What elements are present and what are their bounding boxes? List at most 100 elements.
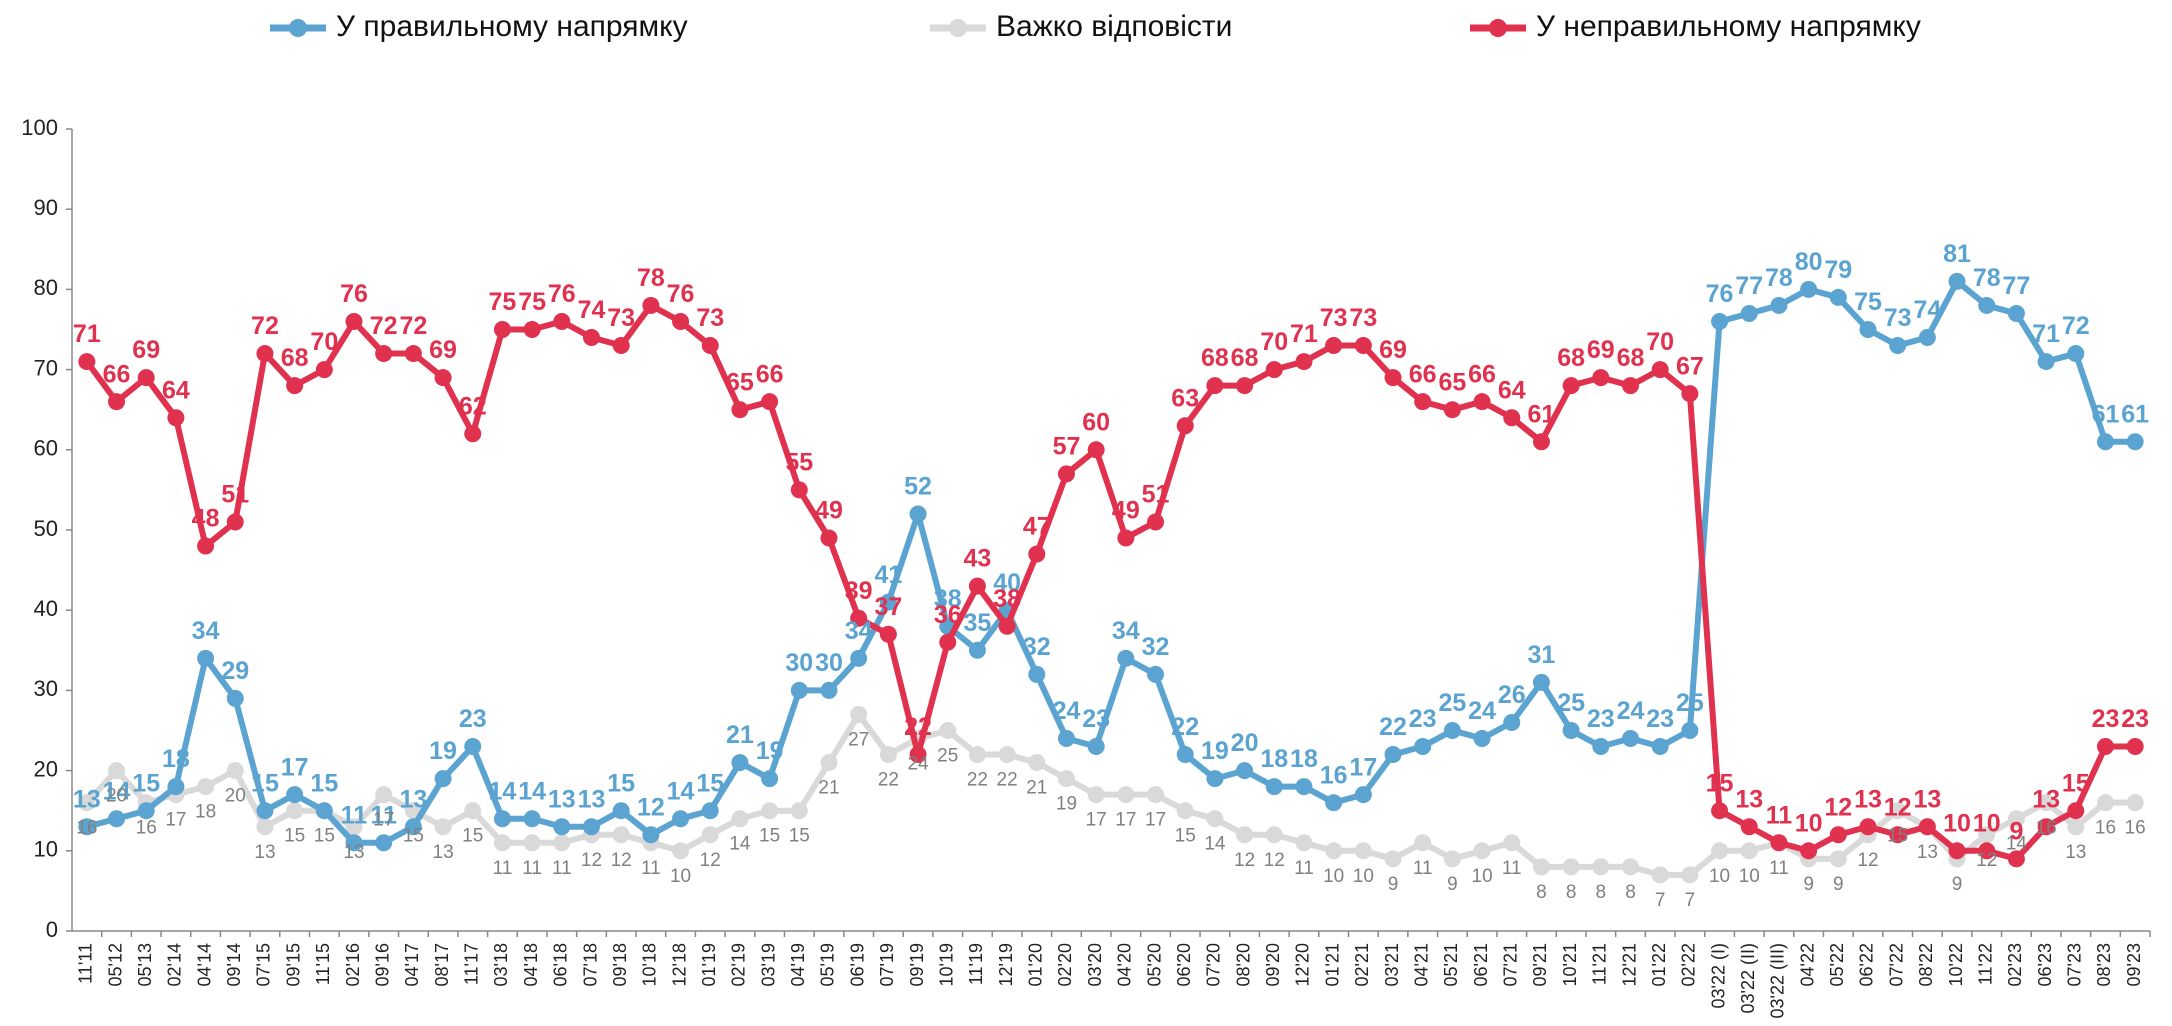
- data-label: 51: [221, 481, 249, 509]
- data-label: 12: [1857, 850, 1878, 871]
- data-point: [850, 705, 868, 723]
- data-label: 15: [1706, 769, 1734, 797]
- data-point: [1859, 321, 1877, 338]
- data-point: [820, 754, 838, 772]
- data-point: [2126, 433, 2144, 451]
- data-point: [642, 826, 660, 844]
- data-label: 12: [637, 793, 665, 821]
- data-label: 12: [1234, 850, 1255, 871]
- data-point: [761, 393, 779, 411]
- x-tick-label: 06'20: [1174, 943, 1194, 986]
- data-label: 34: [845, 617, 873, 645]
- data-label: 23: [1646, 705, 1674, 733]
- data-label: 11: [1502, 858, 1522, 879]
- data-label: 73: [1884, 304, 1912, 332]
- data-point: [1354, 842, 1372, 860]
- x-tick-label: 07'23: [2065, 943, 2085, 986]
- data-label: 31: [1528, 641, 1556, 669]
- legend-label: У неправильному напрямку: [1536, 10, 1921, 43]
- data-label: 73: [696, 304, 724, 332]
- data-label: 73: [1320, 304, 1348, 332]
- data-point: [286, 802, 304, 820]
- data-point: [2007, 810, 2025, 828]
- data-label: 69: [132, 336, 160, 364]
- data-label: 61: [2121, 400, 2149, 428]
- data-label: 12: [611, 850, 632, 871]
- x-tick-label: 09'16: [372, 943, 392, 986]
- x-tick-label: 03'19: [758, 943, 778, 986]
- data-point: [1295, 834, 1313, 852]
- data-label: 13: [1913, 785, 1941, 813]
- data-label: 15: [2062, 769, 2090, 797]
- data-point: [167, 409, 185, 427]
- data-point: [375, 834, 393, 852]
- data-label: 26: [1498, 681, 1526, 709]
- data-label: 16: [76, 818, 97, 839]
- data-point: [1740, 818, 1758, 836]
- x-tick-label: 07'21: [1501, 943, 1521, 986]
- data-point: [1325, 337, 1343, 355]
- data-point: [1829, 826, 1847, 844]
- data-point: [1562, 377, 1580, 395]
- data-label: 68: [1617, 344, 1645, 372]
- data-label: 38: [993, 585, 1021, 613]
- data-label: 11: [1294, 858, 1314, 879]
- data-point: [939, 633, 957, 651]
- data-label: 76: [1706, 280, 1734, 308]
- data-label: 81: [1943, 240, 1971, 268]
- data-label: 8: [1566, 882, 1577, 903]
- data-point: [1206, 377, 1224, 395]
- data-label: 13: [1735, 785, 1763, 813]
- data-label: 11: [641, 858, 661, 879]
- data-point: [434, 818, 452, 836]
- data-label: 49: [1112, 497, 1140, 525]
- data-label: 77: [2003, 272, 2031, 300]
- data-label: 30: [785, 649, 813, 677]
- data-label: 15: [1887, 826, 1908, 847]
- data-point: [464, 738, 482, 756]
- x-tick-label: 03'22 (I): [1708, 943, 1728, 1008]
- data-label: 70: [1646, 328, 1674, 356]
- x-tick-label: 03'22 (III): [1768, 943, 1788, 1018]
- x-tick-label: 05'22: [1827, 943, 1847, 986]
- data-label: 79: [1824, 256, 1852, 284]
- data-label: 8: [1625, 882, 1636, 903]
- data-label: 32: [1142, 633, 1170, 661]
- data-label: 64: [1498, 376, 1526, 404]
- legend-label: Важко відповісти: [996, 10, 1232, 43]
- data-point: [523, 810, 541, 828]
- data-label: 13: [73, 785, 101, 813]
- data-point: [1236, 762, 1254, 780]
- data-point: [2096, 738, 2114, 756]
- data-point: [701, 337, 719, 355]
- data-label: 15: [310, 769, 338, 797]
- data-label: 10: [1709, 866, 1730, 887]
- x-tick-label: 07'19: [877, 943, 897, 986]
- x-tick-label: 06'23: [2035, 943, 2055, 986]
- data-label: 66: [756, 360, 784, 388]
- data-label: 13: [343, 842, 364, 863]
- data-point: [1532, 858, 1550, 876]
- data-point: [1087, 738, 1105, 756]
- data-point: [2126, 738, 2144, 756]
- x-tick-label: 11'21: [1590, 943, 1610, 985]
- data-label: 17: [281, 753, 309, 781]
- x-tick-label: 10'19: [936, 943, 956, 986]
- data-label: 66: [1409, 360, 1437, 388]
- data-label: 14: [729, 834, 751, 855]
- data-point: [968, 641, 986, 659]
- data-point: [1265, 826, 1283, 844]
- data-point: [404, 345, 422, 363]
- data-point: [790, 802, 808, 820]
- data-point: [1592, 738, 1610, 756]
- data-point: [404, 818, 422, 836]
- data-point: [1918, 329, 1936, 347]
- data-point: [1414, 834, 1432, 852]
- data-label: 37: [874, 593, 902, 621]
- data-point: [1503, 834, 1521, 852]
- data-label: 13: [1854, 785, 1882, 813]
- data-label: 14: [2006, 834, 2028, 855]
- data-point: [523, 321, 541, 338]
- x-tick-label: 06'18: [551, 943, 571, 986]
- data-label: 10: [670, 866, 691, 887]
